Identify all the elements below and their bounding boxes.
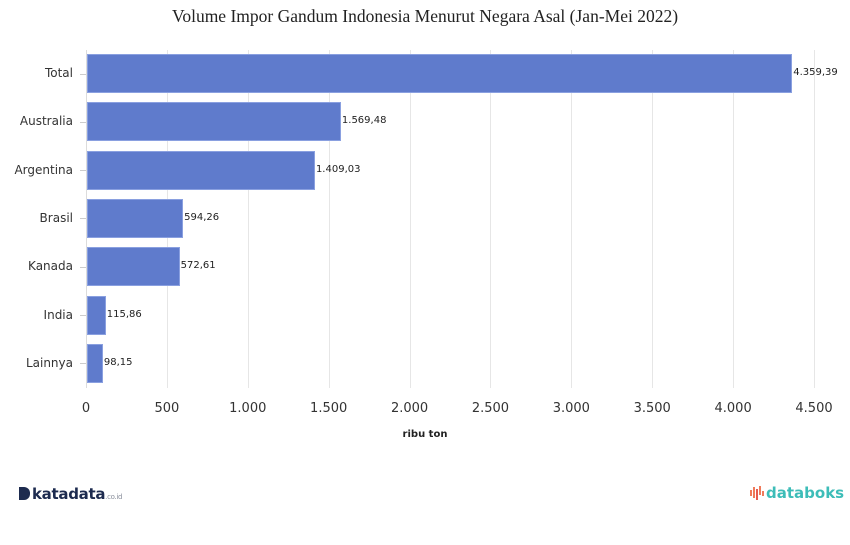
x-tick-label: 2.000 — [390, 401, 429, 416]
bar-value-label: 1.409,03 — [315, 163, 361, 175]
databoks-logo: databoks — [750, 484, 844, 502]
y-tick-mark — [80, 73, 86, 75]
bar-value-label: 98,15 — [103, 356, 133, 368]
x-tick-label: 4.000 — [714, 401, 752, 416]
databoks-bars-icon — [750, 486, 764, 500]
y-tick-mark — [80, 170, 86, 172]
bar-value-label: 572,61 — [180, 260, 216, 272]
katadata-d-icon — [19, 487, 30, 500]
x-tick-label: 2.500 — [471, 401, 510, 416]
bar-australia[interactable] — [87, 102, 341, 142]
x-tick-label: 4.500 — [795, 401, 833, 416]
category-label: Kanada — [28, 259, 73, 274]
category-label: Brasil — [39, 210, 73, 225]
y-axis-line — [86, 50, 87, 388]
bar-value-label: 594,26 — [184, 211, 220, 223]
bar-value-label: 115,86 — [106, 308, 142, 320]
chart-title: Volume Impor Gandum Indonesia Menurut Ne… — [171, 6, 679, 26]
gridline — [814, 50, 815, 388]
category-label: Lainnya — [25, 355, 73, 370]
bar-total[interactable] — [87, 54, 793, 93]
x-tick-label: 1.000 — [229, 401, 267, 416]
category-label: India — [43, 307, 73, 322]
gridline — [328, 50, 330, 388]
category-label: Australia — [19, 114, 73, 129]
y-tick-mark — [80, 266, 86, 268]
category-label: Argentina — [14, 162, 73, 177]
x-tick-label: 0 — [81, 401, 91, 416]
gridline — [733, 50, 735, 388]
y-tick-mark — [80, 121, 86, 123]
gridline — [652, 50, 654, 388]
gridline — [490, 50, 492, 388]
bar-value-label: 4.359,39 — [793, 67, 838, 78]
gridline — [409, 50, 411, 388]
gridline — [247, 50, 249, 388]
x-tick-label: 1.500 — [310, 401, 348, 416]
plot-area: 4.359,39 1.569,48 1.409,03 594,26 572,61 115,… — [86, 50, 838, 388]
category-label: Total — [44, 66, 73, 80]
x-tick-label: 500 — [154, 401, 180, 416]
x-axis-label: ribu ton — [402, 429, 448, 440]
bar-kanada[interactable] — [87, 247, 180, 287]
y-tick-mark — [80, 363, 86, 365]
bar-brasil[interactable] — [87, 198, 184, 238]
bar-value-label: 1.569,48 — [341, 115, 387, 127]
x-tick-label: 3.500 — [633, 401, 671, 416]
gridline — [571, 50, 573, 388]
katadata-logo: katadata.co.id — [19, 485, 123, 503]
bar-india[interactable] — [87, 295, 106, 335]
y-tick-mark — [80, 218, 86, 220]
x-tick-label: 3.000 — [552, 401, 590, 416]
y-tick-mark — [80, 315, 86, 316]
bar-argentina[interactable] — [87, 150, 315, 190]
bar-lainnya[interactable] — [87, 343, 103, 383]
